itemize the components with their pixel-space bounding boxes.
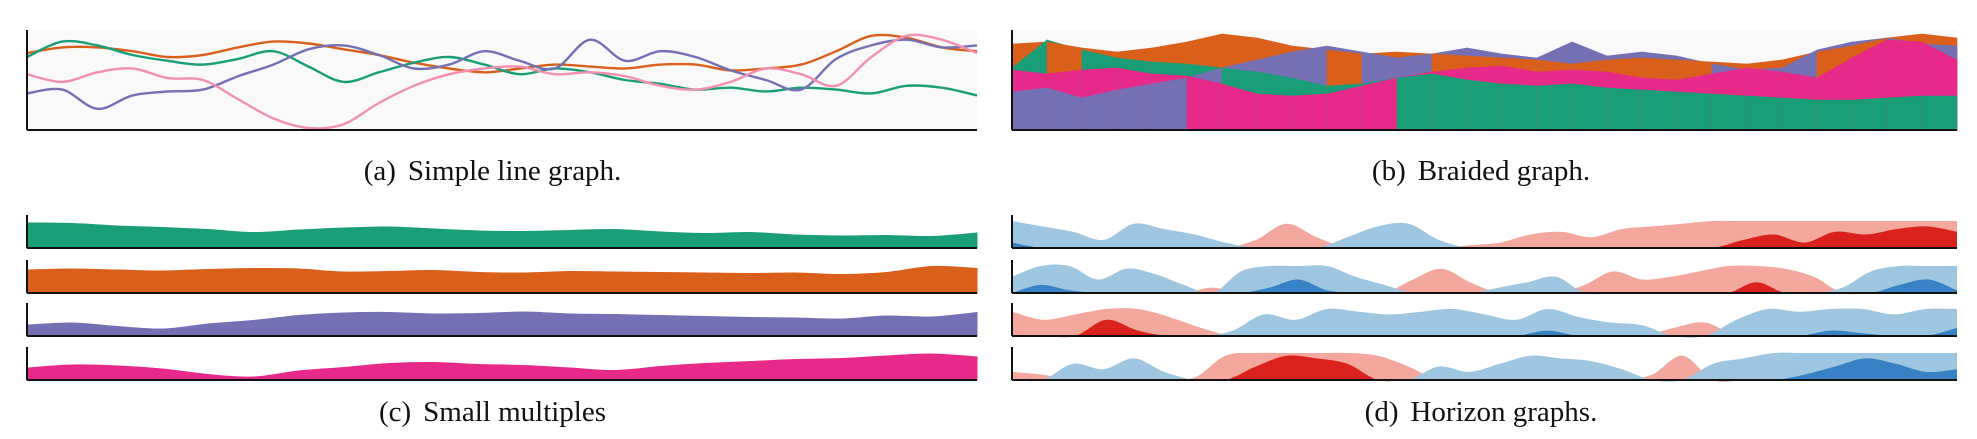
multiple-area-0 bbox=[26, 222, 978, 249]
horizon-band-neg1-1 bbox=[1012, 264, 1957, 295]
panel-c: (c) Small multiples bbox=[0, 210, 985, 439]
caption-a-label: (a) bbox=[363, 155, 396, 187]
panel-d: (d) Horizon graphs. bbox=[985, 210, 1977, 439]
caption-b: (b) Braided graph. bbox=[985, 155, 1977, 188]
horizon-band-neg1-3 bbox=[1012, 352, 1957, 382]
panel-b: (b) Braided graph. bbox=[985, 0, 1977, 200]
caption-c: (c) Small multiples bbox=[0, 396, 985, 429]
horizon-band-neg1-2 bbox=[1012, 308, 1957, 338]
small-multiples bbox=[26, 215, 978, 381]
braid-segment-0 bbox=[1536, 83, 1573, 131]
braid-segment-2 bbox=[1011, 87, 1048, 131]
braid-segment-0 bbox=[1431, 73, 1468, 131]
braid-segment-0 bbox=[1571, 83, 1608, 131]
caption-d-text: Horizon graphs. bbox=[1410, 396, 1598, 428]
horizon-band-neg2-3 bbox=[1012, 358, 1957, 381]
caption-b-text: Braided graph. bbox=[1417, 155, 1591, 187]
braid-segment-2 bbox=[1116, 83, 1153, 131]
caption-c-text: Small multiples bbox=[423, 396, 607, 428]
horizon-band-pos2-3 bbox=[1012, 355, 1957, 382]
multiple-area-3 bbox=[26, 353, 978, 381]
braid-segment-0 bbox=[1921, 95, 1958, 131]
plot-area-a bbox=[27, 30, 977, 130]
panel-a: (a) Simple line graph. bbox=[0, 0, 985, 200]
line-series-1 bbox=[26, 39, 978, 97]
multiple-area-2 bbox=[26, 311, 978, 337]
braid-segment-0 bbox=[1816, 99, 1853, 131]
line-series-3 bbox=[26, 33, 978, 130]
horizon-band-pos2-0 bbox=[1012, 226, 1957, 249]
braid-segment-0 bbox=[1676, 91, 1713, 131]
multiple-area-1 bbox=[26, 265, 978, 294]
line-series-2 bbox=[26, 38, 978, 111]
braid-segment-0 bbox=[1641, 89, 1678, 131]
braid-segment-0 bbox=[1501, 83, 1538, 131]
caption-a-text: Simple line graph. bbox=[407, 155, 622, 187]
braid-segment-3 bbox=[1186, 75, 1223, 131]
horizon-band-neg1-0 bbox=[1012, 221, 1957, 249]
braid-segment-2 bbox=[1151, 77, 1188, 131]
caption-d-label: (d) bbox=[1364, 396, 1399, 428]
braid-segment-0 bbox=[1886, 95, 1923, 131]
braid-segment-3 bbox=[1256, 93, 1293, 131]
horizon-band-pos1-1 bbox=[1012, 265, 1957, 295]
braided-graph bbox=[1011, 30, 1958, 131]
caption-c-label: (c) bbox=[378, 396, 412, 428]
braid-segment-0 bbox=[1466, 79, 1503, 131]
caption-a: (a) Simple line graph. bbox=[0, 155, 985, 188]
caption-b-label: (b) bbox=[1371, 155, 1406, 187]
caption-d: (d) Horizon graphs. bbox=[985, 396, 1977, 429]
braid-segment-0 bbox=[1711, 93, 1748, 131]
horizon-band-pos2-1 bbox=[1012, 282, 1957, 294]
line-graph bbox=[26, 30, 978, 131]
horizon-band-pos1-0 bbox=[1012, 220, 1957, 249]
horizon-graphs bbox=[1011, 215, 1957, 382]
braid-segment-0 bbox=[1606, 87, 1643, 131]
braid-segment-0 bbox=[1746, 95, 1783, 131]
braid-segment-0 bbox=[1851, 97, 1888, 131]
braid-segment-3 bbox=[1326, 85, 1363, 131]
braid-segment-3 bbox=[1291, 93, 1328, 131]
braid-segment-0 bbox=[1396, 73, 1433, 131]
braid-segment-0 bbox=[1781, 97, 1818, 131]
braid-segment-3 bbox=[1361, 77, 1398, 131]
